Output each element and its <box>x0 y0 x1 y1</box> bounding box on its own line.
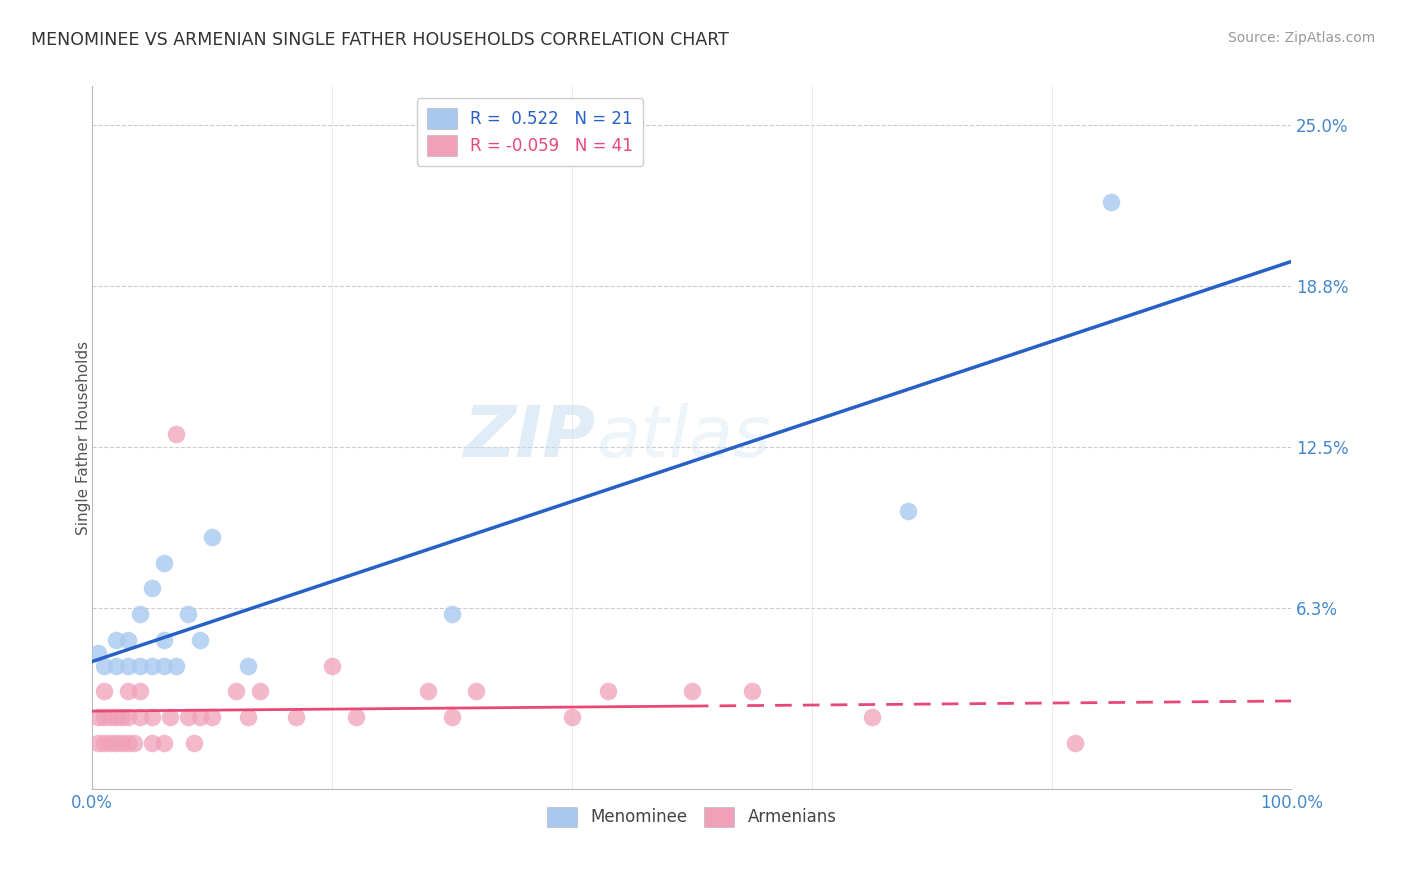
Point <box>141 736 163 750</box>
Point <box>236 710 259 724</box>
Point <box>344 710 367 724</box>
Text: ZIP: ZIP <box>464 403 596 472</box>
Point <box>141 582 163 596</box>
Point <box>141 658 163 673</box>
Point <box>1101 195 1123 210</box>
Point <box>188 632 211 647</box>
Point <box>105 736 128 750</box>
Point <box>249 684 271 698</box>
Point <box>105 658 128 673</box>
Point <box>201 530 224 544</box>
Point <box>153 736 176 750</box>
Point <box>93 710 115 724</box>
Point <box>201 710 224 724</box>
Point <box>225 684 247 698</box>
Point <box>87 736 110 750</box>
Point <box>860 710 883 724</box>
Point <box>117 684 139 698</box>
Point <box>165 658 187 673</box>
Point <box>285 710 308 724</box>
Point <box>87 646 110 660</box>
Point <box>177 607 200 622</box>
Point <box>93 658 115 673</box>
Point <box>741 684 763 698</box>
Point <box>117 632 139 647</box>
Point <box>596 684 619 698</box>
Point <box>105 710 128 724</box>
Y-axis label: Single Father Households: Single Father Households <box>76 341 91 535</box>
Point <box>111 710 134 724</box>
Point <box>416 684 439 698</box>
Point <box>153 658 176 673</box>
Point <box>129 658 152 673</box>
Point <box>129 684 152 698</box>
Point <box>98 736 121 750</box>
Point <box>561 710 583 724</box>
Point <box>440 607 463 622</box>
Point <box>464 684 486 698</box>
Point <box>129 607 152 622</box>
Point <box>117 658 139 673</box>
Point <box>236 658 259 673</box>
Point <box>93 736 115 750</box>
Point <box>440 710 463 724</box>
Text: MENOMINEE VS ARMENIAN SINGLE FATHER HOUSEHOLDS CORRELATION CHART: MENOMINEE VS ARMENIAN SINGLE FATHER HOUS… <box>31 31 728 49</box>
Text: atlas: atlas <box>596 403 770 472</box>
Point <box>177 710 200 724</box>
Point <box>681 684 703 698</box>
Point <box>1064 736 1087 750</box>
Point <box>321 658 343 673</box>
Point <box>129 710 152 724</box>
Point <box>153 556 176 570</box>
Point <box>165 426 187 441</box>
Legend: Menominee, Armenians: Menominee, Armenians <box>540 800 844 834</box>
Point <box>105 632 128 647</box>
Point <box>117 710 139 724</box>
Point <box>188 710 211 724</box>
Point <box>897 504 920 518</box>
Point <box>93 684 115 698</box>
Point <box>141 710 163 724</box>
Point <box>87 710 110 724</box>
Point <box>183 736 205 750</box>
Point <box>111 736 134 750</box>
Text: Source: ZipAtlas.com: Source: ZipAtlas.com <box>1227 31 1375 45</box>
Point <box>159 710 181 724</box>
Point <box>153 632 176 647</box>
Point <box>98 710 121 724</box>
Point <box>117 736 139 750</box>
Point <box>122 736 145 750</box>
